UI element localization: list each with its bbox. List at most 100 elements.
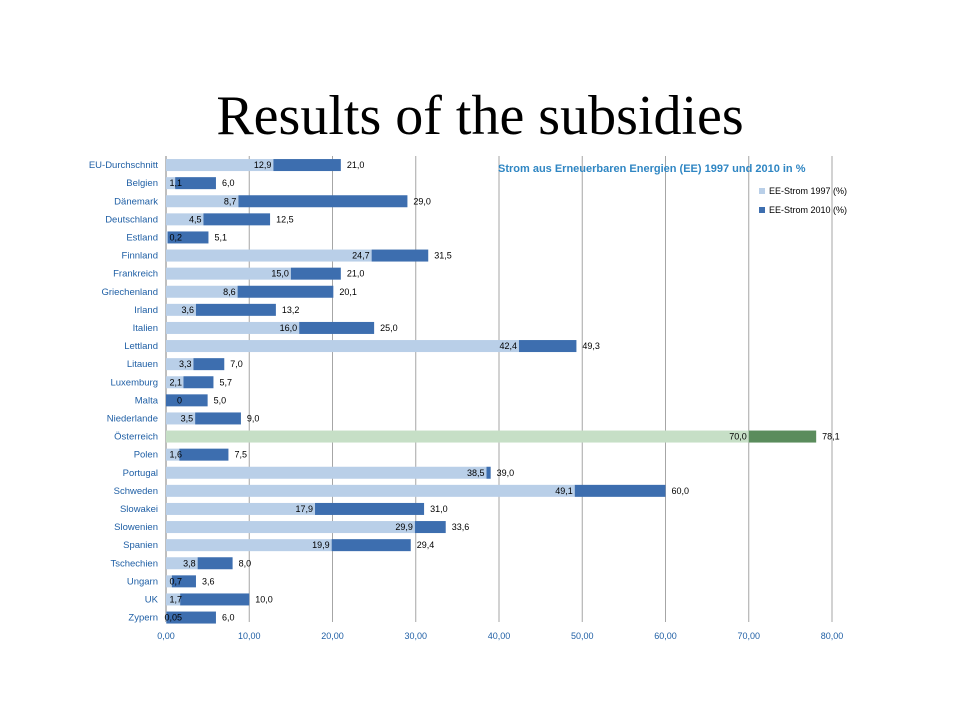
bar-1997: [166, 285, 238, 298]
data-label-2010: 60,0: [672, 486, 690, 496]
data-label-1997: 0,7: [169, 576, 182, 586]
category-label: Polen: [134, 450, 158, 461]
bar-1997: [166, 303, 196, 316]
bar-1997: [166, 267, 291, 280]
category-label: Deutschland: [105, 214, 158, 225]
x-tick-label: 50,00: [571, 631, 594, 641]
data-label-1997: 3,8: [183, 558, 196, 568]
category-label: Portugal: [123, 468, 158, 479]
bar-1997: [166, 466, 487, 479]
data-label-2010: 7,5: [234, 450, 247, 460]
bar-2010: [175, 177, 216, 190]
x-tick-label: 0,00: [157, 631, 175, 641]
data-label-2010: 39,0: [497, 468, 515, 478]
data-label-1997: 3,6: [181, 305, 194, 315]
data-label-1997: 8,6: [223, 287, 236, 297]
x-tick-label: 70,00: [737, 631, 760, 641]
bar-2010: [273, 159, 341, 172]
bar-2010: [237, 285, 334, 298]
data-label-2010: 31,0: [430, 504, 448, 514]
bar-1997: [166, 249, 372, 262]
category-label: Österreich: [114, 432, 158, 443]
category-label: Malta: [135, 395, 159, 406]
category-label: Dänemark: [114, 196, 158, 207]
bar-2010: [518, 340, 577, 353]
data-label-2010: 78,1: [822, 432, 840, 442]
bar-1997: [166, 376, 184, 389]
bar-2010: [315, 502, 425, 515]
data-label-1997: 70,0: [729, 432, 747, 442]
data-label-1997: 1,7: [169, 594, 182, 604]
bar-2010: [574, 484, 666, 497]
category-label: Schweden: [114, 486, 158, 497]
bar-2010: [167, 231, 209, 244]
bar-1997: [166, 521, 415, 534]
data-label-1997: 0,2: [169, 232, 182, 242]
category-label: Luxemburg: [110, 377, 158, 388]
category-label: Litauen: [127, 359, 158, 370]
category-label: Lettland: [124, 341, 158, 352]
bar-2010: [195, 412, 241, 425]
data-label-1997: 4,5: [189, 214, 202, 224]
category-label: Spanien: [123, 540, 158, 551]
bar-2010: [203, 213, 271, 226]
data-label-1997: 16,0: [280, 323, 298, 333]
data-label-2010: 8,0: [239, 558, 252, 568]
bar-2010: [238, 195, 408, 208]
bar-2010: [748, 430, 817, 443]
bar-1997: [166, 430, 749, 443]
data-label-2010: 5,7: [219, 377, 232, 387]
bar-1997: [166, 448, 180, 461]
data-label-2010: 33,6: [452, 522, 470, 532]
category-label: Slowenien: [114, 522, 158, 533]
category-label: Griechenland: [101, 287, 158, 298]
data-label-1997: 8,7: [224, 196, 237, 206]
bar-1997: [166, 177, 176, 190]
legend-label-1997: EE-Strom 1997 (%): [769, 186, 847, 196]
bar-1997: [166, 358, 194, 371]
bar-2010: [290, 267, 341, 280]
x-tick-label: 10,00: [238, 631, 261, 641]
category-label: Estland: [126, 232, 158, 243]
data-label-2010: 49,3: [582, 341, 600, 351]
data-label-1997: 2,1: [169, 377, 182, 387]
data-label-1997: 49,1: [555, 486, 573, 496]
bar-1997: [166, 231, 168, 244]
data-label-1997: 0: [177, 395, 182, 405]
data-label-1997: 12,9: [254, 160, 272, 170]
data-label-2010: 5,0: [214, 395, 227, 405]
x-tick-label: 20,00: [321, 631, 344, 641]
data-label-2010: 25,0: [380, 323, 398, 333]
category-label: Niederlande: [107, 413, 158, 424]
data-label-1997: 42,4: [499, 341, 517, 351]
bar-1997: [166, 502, 316, 515]
category-label: Frankreich: [113, 269, 158, 280]
slide-title: Results of the subsidies: [216, 85, 744, 147]
category-label: Tschechien: [110, 558, 158, 569]
data-label-2010: 7,0: [230, 359, 243, 369]
bar-1997: [166, 340, 519, 353]
data-label-2010: 9,0: [247, 413, 260, 423]
data-label-1997: 3,3: [179, 359, 192, 369]
data-label-1997: 1,1: [169, 178, 182, 188]
bar-2010: [180, 593, 250, 606]
data-label-2010: 21,0: [347, 160, 365, 170]
x-tick-label: 30,00: [404, 631, 427, 641]
chart-title: Strom aus Erneuerbaren Energien (EE) 199…: [498, 163, 806, 175]
category-label: EU-Durchschnitt: [89, 160, 159, 171]
bar-2010: [179, 448, 229, 461]
data-label-2010: 5,1: [214, 232, 227, 242]
category-label: Zypern: [128, 613, 158, 624]
bar-1997: [166, 159, 274, 172]
bar-2010: [195, 303, 276, 316]
data-label-2010: 31,5: [434, 251, 452, 261]
bar-1997: [166, 195, 239, 208]
category-label: Finnland: [122, 251, 158, 262]
legend-swatch-1997: [759, 188, 765, 194]
data-label-2010: 12,5: [276, 214, 294, 224]
x-tick-label: 80,00: [821, 631, 844, 641]
bar-2010: [197, 557, 233, 570]
bar-2010: [371, 249, 429, 262]
data-label-2010: 6,0: [222, 613, 235, 623]
